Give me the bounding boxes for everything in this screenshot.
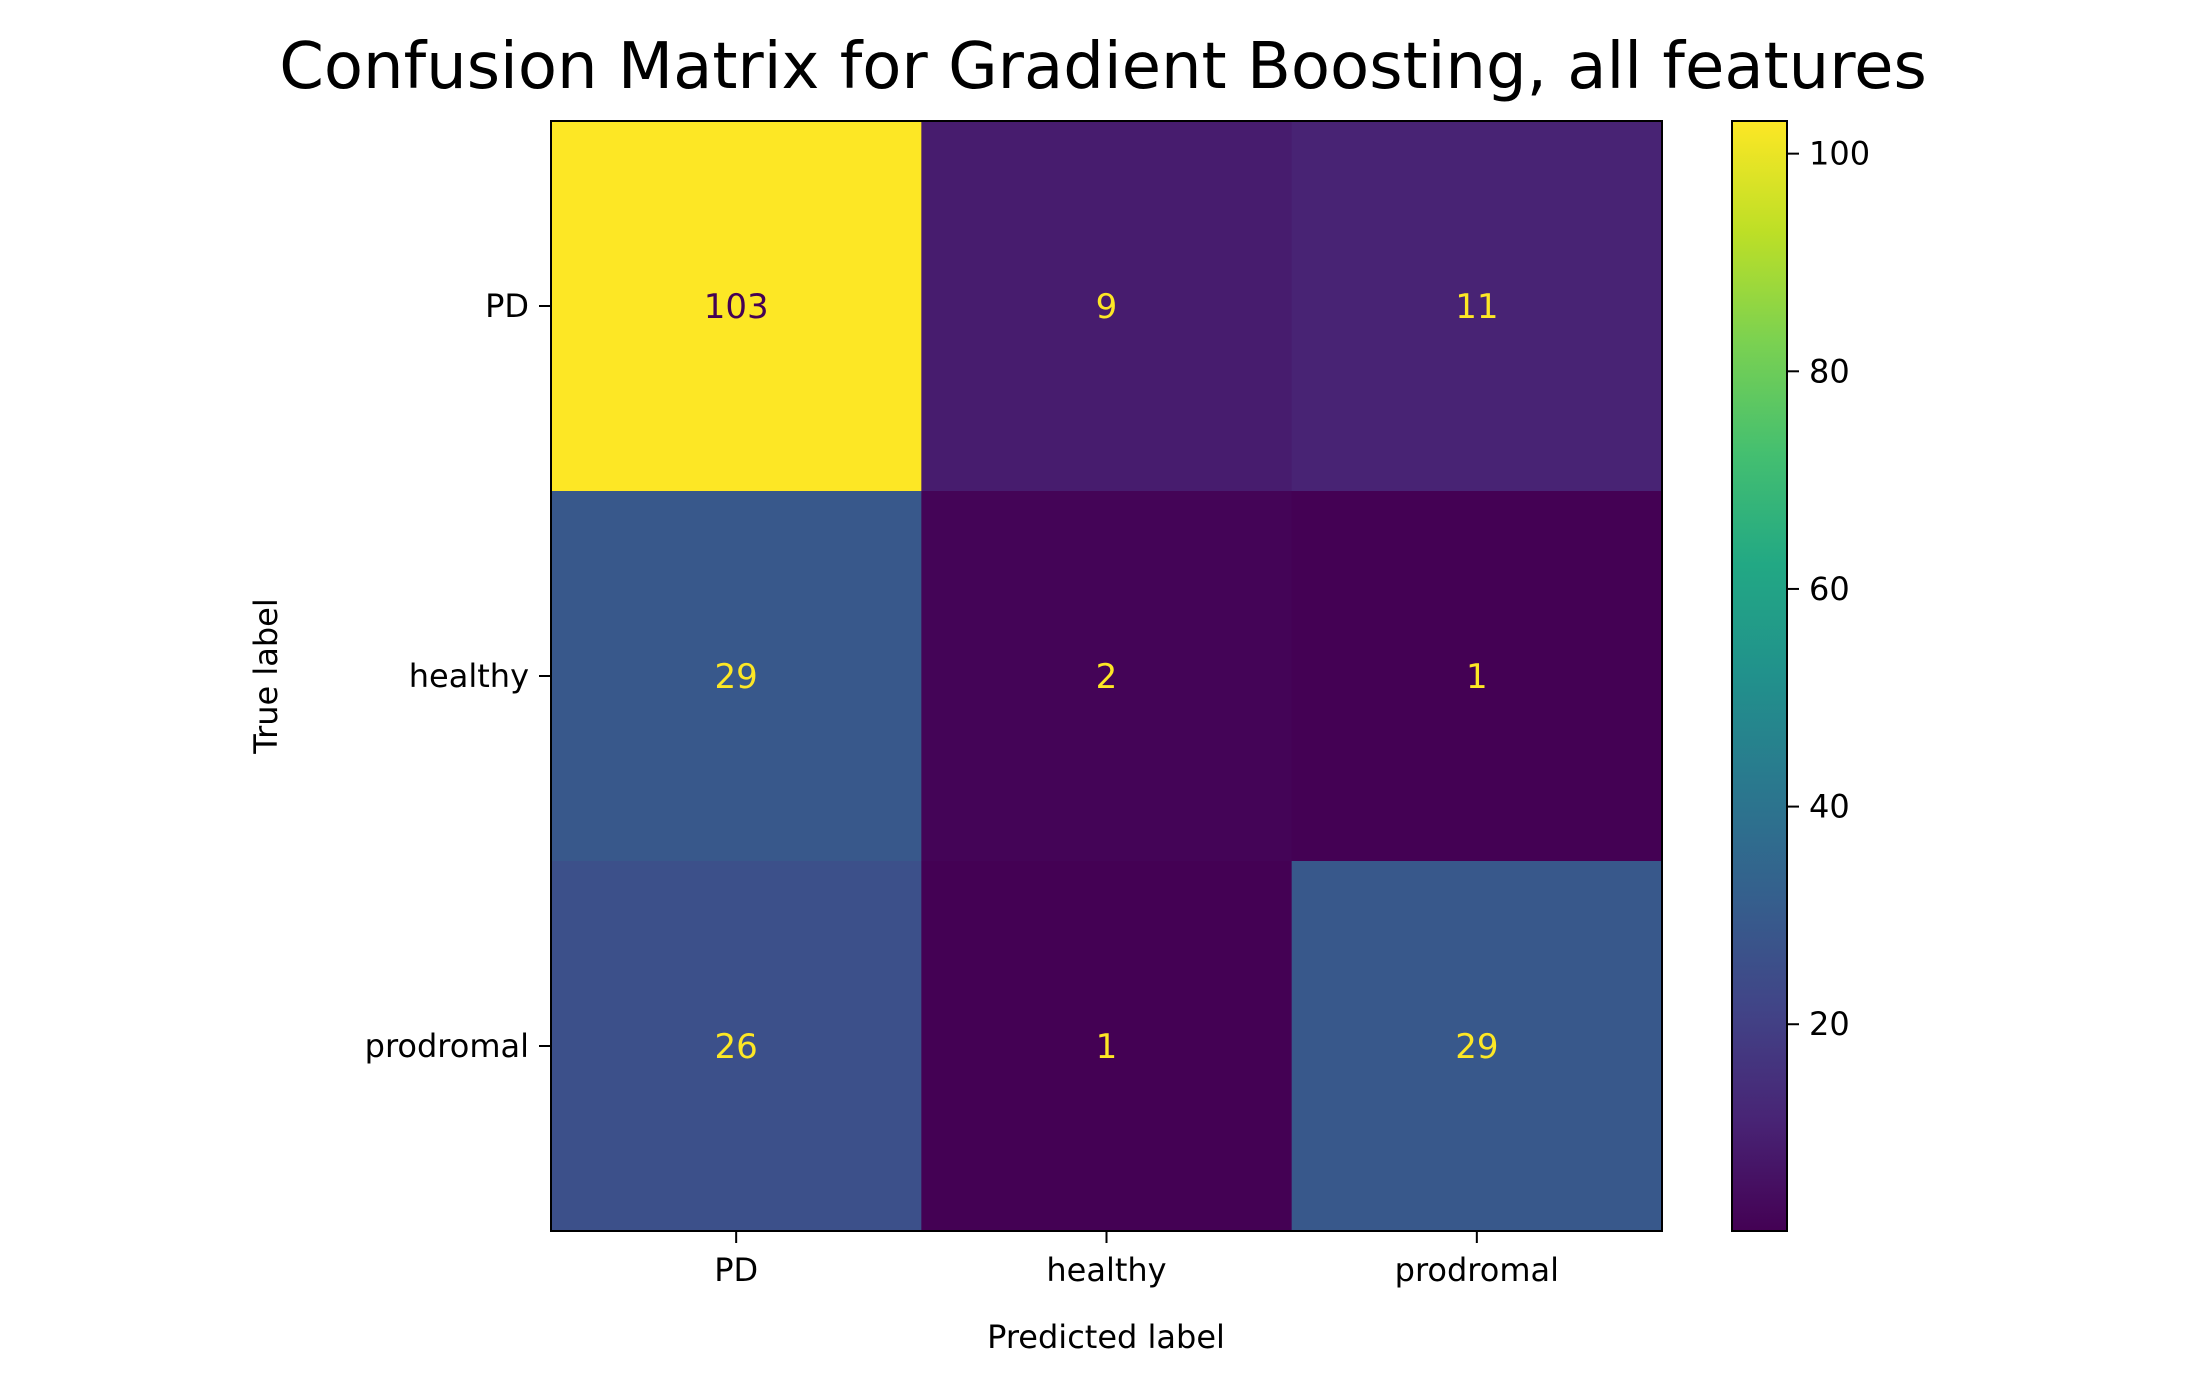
- colorbar-tick-label: 80: [1809, 352, 1850, 390]
- y-axis-ticks: PD healthy prodromal: [365, 287, 551, 1065]
- colorbar-tick-label: 20: [1809, 1005, 1850, 1043]
- heatmap-cell-PD-PD: [551, 121, 922, 492]
- heatmap-cell-prodromal-healthy: [921, 861, 1293, 1232]
- colorbar: [1731, 120, 1788, 1232]
- heatmap-cell-prodromal-prodromal: [1291, 861, 1663, 1232]
- cell-value-label: 11: [1455, 287, 1498, 327]
- cell-value-label: 2: [1096, 657, 1118, 697]
- heatmap-cell-PD-healthy: [921, 121, 1293, 492]
- cell-value-label: 1: [1466, 657, 1488, 697]
- heatmap-cell-healthy-healthy: [921, 491, 1293, 862]
- heatmap-cell-prodromal-PD: [551, 861, 922, 1232]
- x-axis-label: Predicted label: [987, 1318, 1225, 1356]
- colorbar-tick-label: 40: [1809, 788, 1850, 826]
- colorbar-tick-label: 60: [1809, 570, 1850, 608]
- cell-value-label: 1: [1096, 1027, 1118, 1067]
- x-tick-label: healthy: [1046, 1251, 1166, 1289]
- heatmap-cell-healthy-PD: [551, 491, 922, 862]
- y-axis-label: True label: [247, 598, 285, 755]
- colorbar-tick-label: 100: [1809, 135, 1870, 173]
- x-tick-label: PD: [714, 1251, 758, 1289]
- y-tick-label: prodromal: [365, 1027, 529, 1065]
- heatmap-cell-healthy-prodromal: [1291, 491, 1663, 862]
- cell-value-label: 26: [715, 1027, 758, 1067]
- heatmap-cell-labels: 103 9 11 29 2 1 26 1 29: [704, 287, 1499, 1067]
- heatmap-cell-PD-prodromal: [1291, 121, 1663, 492]
- cell-value-label: 103: [704, 287, 769, 327]
- y-tick-label: PD: [485, 287, 529, 325]
- cell-value-label: 29: [715, 657, 758, 697]
- y-tick-label: healthy: [409, 657, 529, 695]
- x-axis-ticks: PD healthy prodromal: [714, 1231, 1559, 1289]
- colorbar-ticks: 20 40 60 80 100: [1787, 135, 1870, 1043]
- cell-value-label: 29: [1455, 1027, 1498, 1067]
- heatmap-cells: [551, 121, 1663, 1232]
- cell-value-label: 9: [1096, 287, 1118, 327]
- x-tick-label: prodromal: [1395, 1251, 1559, 1289]
- chart-title: Confusion Matrix for Gradient Boosting, …: [279, 30, 1927, 104]
